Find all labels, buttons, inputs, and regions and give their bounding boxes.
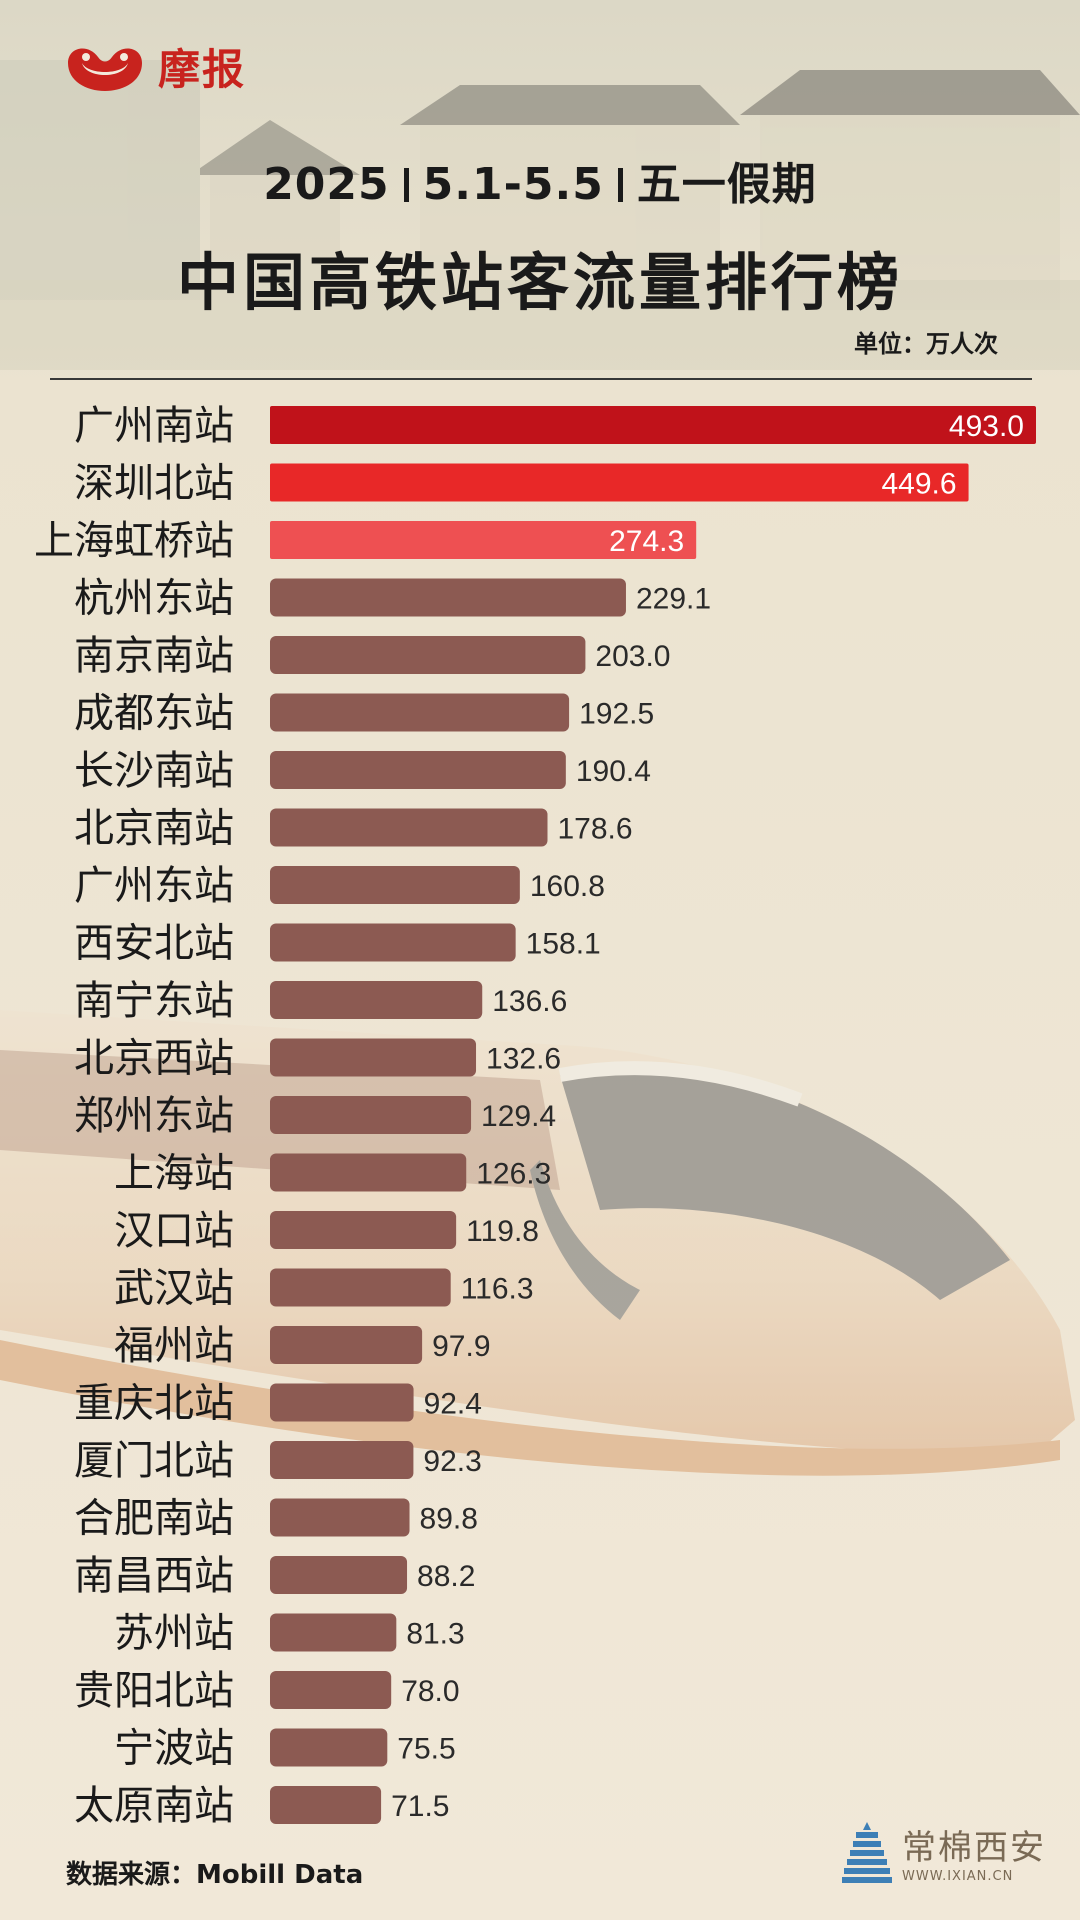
- value-label: 178.6: [558, 813, 633, 846]
- bar: [270, 981, 483, 1019]
- value-label: 81.3: [406, 1618, 464, 1651]
- category-label: 杭州东站: [74, 576, 234, 622]
- value-label: 89.8: [420, 1503, 478, 1536]
- value-label: 71.5: [391, 1790, 449, 1823]
- title-dates: 5.1-5.5: [422, 159, 604, 210]
- value-label: 203.0: [595, 640, 670, 673]
- title-separator: [403, 168, 409, 202]
- value-label: 92.4: [424, 1388, 482, 1421]
- value-label: 449.6: [881, 468, 956, 501]
- category-label: 汉口站: [114, 1208, 234, 1254]
- category-label: 武汉站: [114, 1266, 234, 1312]
- brand-name: 摩报: [158, 45, 247, 94]
- bar: [270, 1153, 467, 1192]
- category-label: 贵阳北站: [74, 1668, 234, 1714]
- value-label: 158.1: [526, 928, 601, 961]
- bar: [270, 923, 516, 962]
- bar: [270, 1441, 414, 1479]
- bar: [270, 463, 969, 502]
- value-label: 160.8: [530, 870, 605, 903]
- category-label: 北京西站: [74, 1036, 234, 1082]
- value-label: 132.6: [486, 1043, 561, 1076]
- value-label: 126.3: [476, 1158, 551, 1191]
- category-label: 苏州站: [114, 1611, 234, 1657]
- value-label: 192.5: [579, 698, 654, 731]
- bar: [270, 1383, 414, 1422]
- value-label: 78.0: [401, 1675, 459, 1708]
- watermark: 常棉西安 WWW.IXIAN.CN: [842, 1820, 1046, 1884]
- category-label: 重庆北站: [74, 1381, 234, 1427]
- category-label: 福州站: [114, 1323, 234, 1369]
- bar: [270, 751, 566, 789]
- bar: [270, 1211, 457, 1249]
- brand-logo: 摩报: [62, 36, 246, 97]
- pagoda-icon: [842, 1822, 892, 1883]
- category-label: 广州南站: [74, 403, 234, 449]
- category-label: 郑州东站: [74, 1093, 234, 1139]
- value-label: 229.1: [636, 583, 711, 616]
- category-label: 成都东站: [74, 691, 234, 737]
- header-divider: [50, 378, 1032, 380]
- category-label: 南京南站: [74, 633, 234, 679]
- watermark-url: WWW.IXIAN.CN: [902, 1869, 1014, 1884]
- bar: [270, 1038, 477, 1077]
- bar: [270, 521, 697, 559]
- village-houses: [0, 60, 1080, 370]
- train-illustration: [0, 1010, 1075, 1476]
- title-year: 2025: [263, 159, 390, 210]
- bar: [270, 1613, 397, 1652]
- category-label: 北京南站: [74, 806, 234, 852]
- bar: [270, 693, 570, 732]
- bar: [270, 1556, 408, 1594]
- bar: [270, 1326, 423, 1364]
- bar: [270, 1786, 382, 1824]
- watermark-text: 常棉西安: [902, 1828, 1046, 1868]
- bar: [270, 1728, 388, 1767]
- bar: [270, 1671, 392, 1709]
- unit-label: 单位：万人次: [854, 330, 998, 358]
- category-label: 西安北站: [74, 921, 234, 967]
- category-label: 上海站: [114, 1151, 234, 1197]
- value-label: 493.0: [949, 410, 1024, 443]
- category-label: 深圳北站: [74, 461, 234, 507]
- bar: [270, 636, 586, 674]
- subtitle-line: 2025 5.1-5.5 五一假期: [0, 148, 1080, 212]
- bar: [270, 1096, 472, 1134]
- category-label: 广州东站: [74, 863, 234, 909]
- brand-logo-icon: [68, 47, 142, 91]
- category-label: 宁波站: [114, 1726, 234, 1772]
- bar: [270, 808, 548, 847]
- category-label: 南昌西站: [74, 1553, 234, 1599]
- value-label: 119.8: [466, 1215, 539, 1248]
- value-label: 88.2: [417, 1560, 475, 1593]
- value-label: 136.6: [492, 985, 567, 1018]
- value-label: 274.3: [609, 525, 684, 558]
- value-label: 190.4: [576, 755, 651, 788]
- value-label: 75.5: [397, 1733, 455, 1766]
- value-label: 116.3: [461, 1273, 534, 1306]
- bar: [270, 1498, 410, 1537]
- value-label: 92.3: [423, 1445, 481, 1478]
- category-label: 上海虹桥站: [34, 518, 234, 564]
- category-label: 长沙南站: [74, 748, 234, 794]
- bar: [270, 406, 1036, 444]
- bar: [270, 866, 520, 904]
- category-label: 南宁东站: [74, 978, 234, 1024]
- bar: [270, 578, 626, 617]
- category-label: 太原南站: [74, 1783, 234, 1829]
- value-label: 129.4: [481, 1100, 556, 1133]
- category-label: 合肥南站: [74, 1496, 234, 1542]
- data-source: 数据来源：Mobill Data: [66, 1860, 364, 1890]
- chart-title: 中国高铁站客流量排行榜: [176, 246, 903, 319]
- bar: [270, 1268, 451, 1307]
- title-separator: [617, 168, 623, 202]
- title-holiday: 五一假期: [636, 159, 817, 210]
- category-label: 厦门北站: [74, 1438, 234, 1484]
- value-label: 97.9: [432, 1330, 490, 1363]
